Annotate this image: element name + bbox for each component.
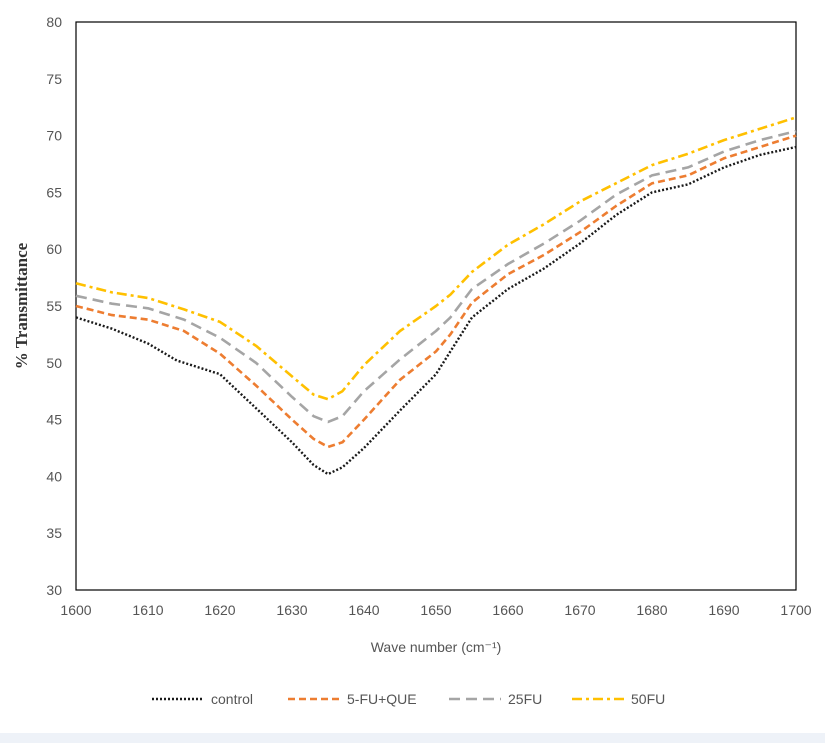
x-tick-label: 1670: [564, 602, 595, 618]
y-tick-label: 60: [46, 241, 62, 257]
y-tick-label: 70: [46, 128, 62, 144]
chart-legend: control 5-FU+QUE 25FU 50FU: [152, 691, 665, 707]
x-tick-label: 1700: [780, 602, 811, 618]
x-axis-ticks: 1600 1610 1620 1630 1640 1650 1660 1670 1680 1690…: [60, 602, 811, 618]
series-line-25fu: [75, 129, 797, 424]
x-tick-label: 1630: [276, 602, 307, 618]
x-tick-label: 1600: [60, 602, 91, 618]
legend-label: control: [211, 691, 253, 707]
legend-label: 5-FU+QUE: [347, 691, 417, 707]
x-tick-label: 1620: [204, 602, 235, 618]
series-line-control: [75, 145, 797, 476]
x-tick-label: 1610: [132, 602, 163, 618]
y-tick-label: 65: [46, 184, 62, 200]
y-tick-label: 80: [46, 14, 62, 30]
x-tick-label: 1690: [708, 602, 739, 618]
x-tick-label: 1680: [636, 602, 667, 618]
y-tick-label: 45: [46, 412, 62, 428]
x-tick-label: 1640: [348, 602, 379, 618]
legend-item-control: control: [152, 691, 253, 707]
legend-label: 50FU: [631, 691, 665, 707]
y-axis-label: % Transmittance: [12, 242, 31, 369]
y-tick-label: 30: [46, 582, 62, 598]
x-tick-label: 1650: [420, 602, 451, 618]
series-lines: [75, 116, 797, 476]
page-bottom-strip: [0, 733, 825, 743]
y-axis-ticks: 30 35 40 45 50 55 60 65 70 75 80: [46, 14, 62, 598]
legend-item-5-fu-que: 5-FU+QUE: [288, 691, 417, 707]
y-tick-label: 35: [46, 525, 62, 541]
legend-label: 25FU: [508, 691, 542, 707]
series-line-50fu: [75, 116, 797, 401]
y-tick-label: 40: [46, 468, 62, 484]
series-line-5-fu-que: [75, 134, 797, 449]
legend-item-25fu: 25FU: [449, 691, 542, 707]
y-tick-label: 50: [46, 355, 62, 371]
x-tick-label: 1660: [492, 602, 523, 618]
x-axis-label: Wave number (cm⁻¹): [371, 639, 502, 655]
y-tick-label: 55: [46, 298, 62, 314]
legend-item-50fu: 50FU: [572, 691, 665, 707]
y-tick-label: 75: [46, 71, 62, 87]
